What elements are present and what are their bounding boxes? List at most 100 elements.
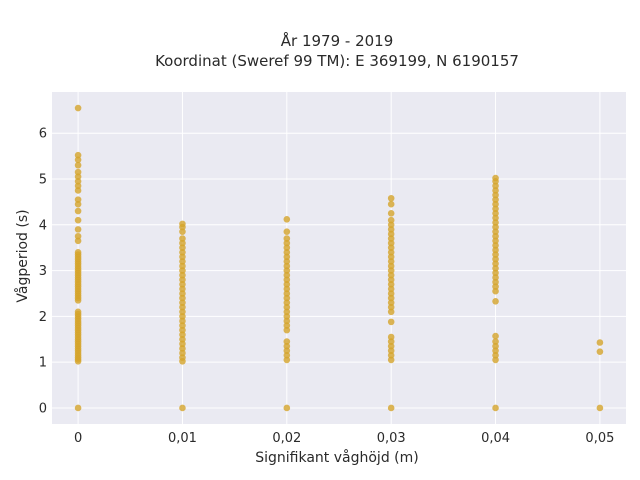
- data-point: [492, 342, 499, 350]
- data-point: [179, 258, 186, 265]
- data-point: [283, 271, 291, 279]
- data-point: [492, 260, 499, 268]
- data-point: [492, 255, 499, 263]
- data-point: [283, 262, 291, 270]
- data-point: [283, 276, 291, 284]
- data-point: [283, 244, 291, 251]
- data-point: [74, 308, 82, 316]
- data-point: [283, 253, 291, 261]
- data-point: [283, 267, 291, 274]
- data-point: [74, 182, 82, 190]
- data-point: [387, 281, 395, 288]
- data-point: [179, 262, 186, 270]
- data-point: [492, 283, 499, 290]
- data-point: [387, 333, 395, 341]
- chart-subtitle: Koordinat (Sweref 99 TM): E 369199, N 61…: [155, 52, 519, 70]
- data-point: [283, 281, 291, 288]
- data-point: [492, 196, 499, 203]
- data-point: [179, 244, 186, 251]
- data-point: [387, 253, 395, 261]
- data-point: [492, 265, 499, 272]
- data-point: [74, 237, 82, 245]
- data-point: [387, 216, 395, 224]
- data-point: [179, 253, 186, 261]
- data-point: [387, 299, 395, 306]
- data-point: [492, 356, 499, 364]
- data-point: [283, 404, 291, 412]
- data-point: [596, 348, 604, 355]
- data-point: [387, 267, 395, 274]
- data-point: [283, 258, 291, 265]
- data-point: [492, 237, 499, 245]
- data-point: [283, 235, 291, 242]
- data-point: [179, 271, 186, 279]
- x-tick-label: 0,02: [272, 431, 301, 446]
- x-tick-labels: 0 0,01 0,02 0,03 0,04 0,05: [74, 431, 614, 446]
- data-point: [74, 168, 82, 176]
- data-point: [74, 248, 82, 256]
- data-point: [179, 228, 186, 235]
- data-point: [492, 297, 499, 305]
- data-point: [492, 182, 499, 190]
- y-axis-title: Vågperiod (s): [14, 209, 31, 302]
- chart-title: År 1979 - 2019: [281, 31, 394, 50]
- data-point: [74, 177, 82, 185]
- y-tick-labels: 0 1 2 3 4 5 6: [39, 127, 47, 417]
- y-tick-label: 1: [39, 356, 47, 371]
- data-point: [283, 228, 291, 235]
- data-point: [596, 404, 604, 412]
- data-point: [283, 285, 291, 293]
- data-point: [492, 246, 499, 254]
- data-point: [492, 214, 499, 222]
- data-point: [492, 223, 499, 231]
- data-point: [492, 242, 499, 249]
- data-point: [387, 404, 395, 412]
- data-points: [74, 104, 604, 412]
- data-point: [283, 342, 291, 350]
- data-point: [179, 220, 186, 228]
- data-point: [387, 239, 395, 247]
- data-point: [596, 339, 604, 346]
- data-point: [179, 345, 186, 352]
- data-point: [492, 191, 499, 199]
- data-point: [283, 313, 291, 320]
- data-point: [387, 271, 395, 279]
- data-point: [387, 352, 395, 359]
- data-point: [283, 352, 291, 359]
- data-point: [283, 326, 291, 334]
- data-point: [74, 216, 82, 224]
- data-point: [179, 248, 186, 256]
- data-point: [283, 299, 291, 306]
- data-point: [492, 278, 499, 286]
- data-point: [492, 174, 499, 182]
- data-point: [283, 294, 291, 302]
- data-point: [492, 274, 499, 281]
- data-point: [179, 294, 186, 302]
- data-point: [387, 356, 395, 364]
- data-point: [387, 235, 395, 242]
- data-point: [387, 200, 395, 208]
- x-tick-label: 0,04: [481, 431, 510, 446]
- data-point: [179, 335, 186, 343]
- data-point: [387, 285, 395, 293]
- data-point: [74, 196, 82, 203]
- data-point: [179, 349, 186, 357]
- data-point: [74, 173, 82, 181]
- data-point: [283, 239, 291, 247]
- y-tick-label: 5: [39, 173, 47, 188]
- y-tick-label: 4: [39, 218, 47, 233]
- data-point: [492, 338, 499, 345]
- data-point: [387, 194, 395, 202]
- data-point: [283, 322, 291, 329]
- data-point: [74, 404, 82, 412]
- data-point: [492, 219, 499, 226]
- x-tick-label: 0,01: [168, 431, 197, 446]
- data-point: [492, 232, 499, 240]
- data-point: [74, 151, 82, 159]
- data-point: [179, 281, 186, 288]
- data-point: [387, 347, 395, 355]
- data-point: [74, 161, 82, 169]
- data-point: [74, 232, 82, 240]
- x-tick-label: 0: [74, 431, 82, 446]
